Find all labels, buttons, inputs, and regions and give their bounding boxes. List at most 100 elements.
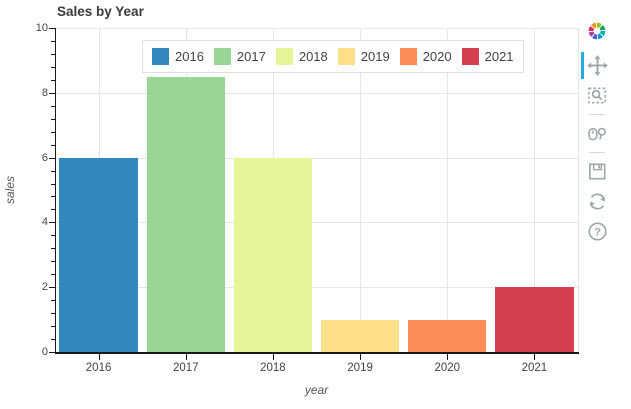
y-minor-tick xyxy=(51,209,55,211)
x-major-tick xyxy=(272,354,274,360)
legend: 2016 2017 2018 2019 2020 2021 xyxy=(142,40,524,73)
pan-tool-button[interactable] xyxy=(581,52,612,79)
bokeh-toolbar: ? xyxy=(579,18,615,245)
x-tick-label: 2018 xyxy=(260,362,286,374)
wheel-zoom-tool-button[interactable] xyxy=(582,120,612,147)
save-icon xyxy=(588,163,606,180)
save-tool-button[interactable] xyxy=(582,158,612,185)
legend-swatch xyxy=(152,48,169,65)
legend-item-2020: 2020 xyxy=(399,48,452,65)
legend-swatch xyxy=(399,48,417,65)
y-axis-title: sales xyxy=(3,176,17,205)
bar-2017 xyxy=(146,76,225,352)
svg-text:?: ? xyxy=(594,226,601,238)
legend-label: 2019 xyxy=(360,49,390,64)
legend-label: 2016 xyxy=(175,49,204,64)
y-minor-tick xyxy=(51,274,55,276)
y-minor-tick xyxy=(51,131,55,133)
x-tick-label: 2017 xyxy=(172,362,199,374)
y-minor-tick xyxy=(51,339,55,341)
y-minor-tick xyxy=(51,170,55,172)
toolbar-separator xyxy=(589,114,605,115)
x-tick-label: 2019 xyxy=(347,362,373,374)
y-minor-tick xyxy=(51,144,55,146)
legend-label: 2018 xyxy=(298,49,328,64)
legend-item-2016: 2016 xyxy=(152,48,204,65)
bar-2019 xyxy=(320,319,400,352)
wheel-zoom-icon xyxy=(587,127,606,141)
v-gridline xyxy=(447,28,449,352)
x-major-tick xyxy=(98,354,100,360)
legend-label: 2017 xyxy=(236,49,266,64)
h-gridline xyxy=(55,92,578,94)
y-tick-label: 6 xyxy=(41,151,48,164)
bar-2018 xyxy=(233,157,313,352)
x-axis-line xyxy=(55,352,579,354)
bokeh-logo[interactable] xyxy=(584,18,610,44)
help-icon: ? xyxy=(587,222,607,241)
x-tick-label: 2016 xyxy=(85,362,112,374)
y-minor-tick xyxy=(51,235,55,237)
h-gridline xyxy=(55,28,578,29)
legend-item-2019: 2019 xyxy=(337,48,390,65)
legend-item-2021: 2021 xyxy=(461,48,514,65)
legend-swatch xyxy=(461,48,479,65)
y-minor-tick xyxy=(51,53,55,55)
x-major-tick xyxy=(534,354,536,360)
legend-label: 2021 xyxy=(484,49,514,64)
chart-title: Sales by Year xyxy=(57,4,144,19)
move-icon xyxy=(586,55,608,76)
x-axis-title: year xyxy=(304,383,329,397)
box-zoom-tool-button[interactable] xyxy=(582,82,612,109)
bar-2016 xyxy=(59,157,138,352)
y-minor-tick xyxy=(51,326,55,328)
y-minor-tick xyxy=(51,66,55,68)
y-minor-tick xyxy=(51,313,55,315)
legend-swatch xyxy=(213,48,231,65)
x-major-tick xyxy=(447,354,449,360)
legend-swatch xyxy=(337,48,355,65)
legend-swatch xyxy=(275,48,293,65)
toolbar-tools: ? xyxy=(581,52,612,245)
legend-item-2017: 2017 xyxy=(213,48,266,65)
y-tick-label: 0 xyxy=(41,346,48,358)
y-major-tick xyxy=(49,92,55,94)
y-major-tick xyxy=(49,287,55,289)
h-gridline xyxy=(55,287,578,289)
bokeh-logo-icon xyxy=(588,22,606,40)
y-major-tick xyxy=(49,352,55,353)
y-minor-tick xyxy=(51,105,55,107)
x-tick-label: 2020 xyxy=(434,362,461,374)
y-tick-label: 2 xyxy=(41,281,48,294)
y-minor-tick xyxy=(51,261,55,263)
bar-2020 xyxy=(408,319,487,352)
legend-label: 2020 xyxy=(422,49,452,64)
y-tick-label: 4 xyxy=(41,216,48,229)
toolbar-separator xyxy=(589,152,605,153)
y-major-tick xyxy=(49,157,55,159)
y-minor-tick xyxy=(51,118,55,120)
v-gridline xyxy=(360,28,362,352)
y-axis-line xyxy=(55,28,56,352)
reset-icon xyxy=(589,193,605,210)
plot-area[interactable]: 2016 2017 2018 2019 2020 2021 xyxy=(55,28,579,352)
reset-tool-button[interactable] xyxy=(582,188,612,215)
bar-2021 xyxy=(495,287,574,352)
help-tool-button[interactable]: ? xyxy=(582,218,612,245)
x-tick-label: 2021 xyxy=(521,362,548,374)
y-minor-tick xyxy=(51,300,55,302)
box-zoom-icon xyxy=(587,87,606,104)
y-tick-label: 10 xyxy=(35,22,48,34)
legend-item-2018: 2018 xyxy=(275,48,328,65)
y-major-tick xyxy=(49,28,55,29)
y-minor-tick xyxy=(51,183,55,185)
v-gridline xyxy=(534,28,536,352)
y-tick-label: 8 xyxy=(41,86,48,99)
y-minor-tick xyxy=(51,248,55,250)
x-major-tick xyxy=(360,354,362,360)
y-major-tick xyxy=(49,222,55,224)
y-minor-tick xyxy=(51,196,55,198)
x-major-tick xyxy=(185,354,187,360)
h-gridline xyxy=(55,157,578,159)
